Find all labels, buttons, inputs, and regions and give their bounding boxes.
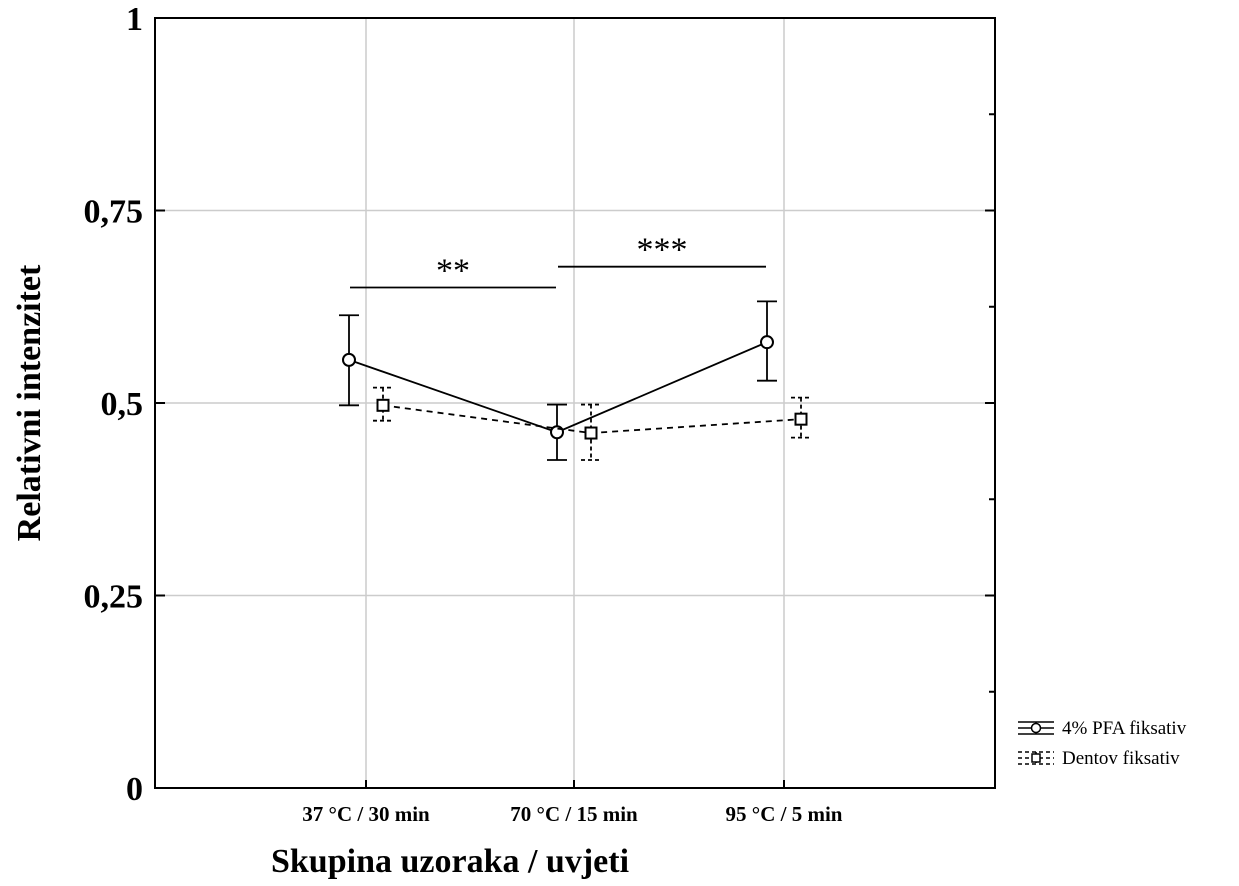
legend-marker-circle [1030,722,1042,734]
legend-entry: 4% PFA fiksativ [1018,718,1187,739]
y-tick-label: 0,25 [84,579,144,616]
series-2 [373,386,811,461]
x-tick-label: 37 °C / 30 min [302,802,430,826]
legend-entry: Dentov fiksativ [1018,748,1180,769]
data-point [584,426,598,440]
series-line [348,341,768,434]
grid-lines [155,18,995,788]
data-point [342,352,356,367]
legend-label: Dentov fiksativ [1062,748,1180,769]
axis-ticks: 0 0,25 0,5 0,75 1 37 °C / 30 min 70 °C / 15 mi… [84,1,995,826]
x-tick-label: 70 °C / 15 min [510,802,638,826]
x-tick-label: 95 °C / 5 min [726,802,843,826]
data-series [339,300,811,461]
legend-label: 4% PFA fiksativ [1062,718,1187,739]
series-1 [339,300,777,461]
data-point [760,335,774,350]
data-point [550,425,564,440]
data-point [794,412,808,426]
legend: 4% PFA fiksativ Dentov fiksativ [1018,718,1187,769]
y-tick-label: 1 [126,1,143,38]
y-tick-label: 0,75 [84,194,144,231]
significance-label: *** [637,232,688,269]
significance-annotations: ***** [350,232,766,290]
x-axis-title: Skupina uzoraka / uvjeti [271,843,629,880]
data-point [376,398,390,412]
y-axis-title: Relativni intenzitet [11,264,48,541]
legend-marker-square [1031,753,1041,763]
y-tick-label: 0,5 [101,386,144,423]
significance-label: ** [436,253,470,290]
y-tick-label: 0 [126,771,143,808]
